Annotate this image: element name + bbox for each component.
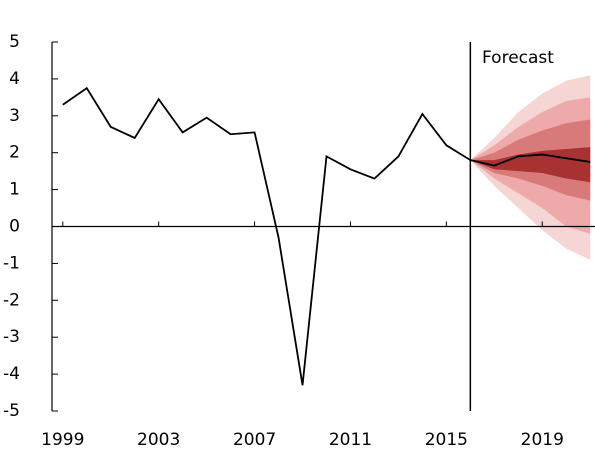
- x-tick-label: 2019: [521, 430, 564, 450]
- x-tick-label: 2011: [329, 430, 372, 450]
- y-tick-label: 5: [9, 32, 20, 52]
- x-tick-label: 2015: [425, 430, 468, 450]
- fan-band: [470, 147, 591, 183]
- x-tick-label: 2007: [233, 430, 276, 450]
- x-tick-label: 1999: [41, 430, 84, 450]
- y-tick-label: 4: [9, 69, 20, 89]
- y-tick-label: 2: [9, 143, 20, 163]
- y-tick-label: -4: [3, 364, 20, 384]
- y-tick-label: 1: [9, 180, 20, 200]
- y-tick-label: -5: [3, 401, 20, 421]
- data-line: [62, 86, 591, 386]
- y-tick-label: -2: [3, 290, 20, 310]
- y-tick-label: 3: [9, 106, 20, 126]
- annotation: Forecast: [482, 48, 554, 68]
- x-tick-label: 2003: [137, 430, 180, 450]
- y-tick-label: -1: [3, 253, 20, 273]
- y-tick-label: 0: [9, 217, 20, 237]
- y-tick-label: -3: [3, 327, 20, 347]
